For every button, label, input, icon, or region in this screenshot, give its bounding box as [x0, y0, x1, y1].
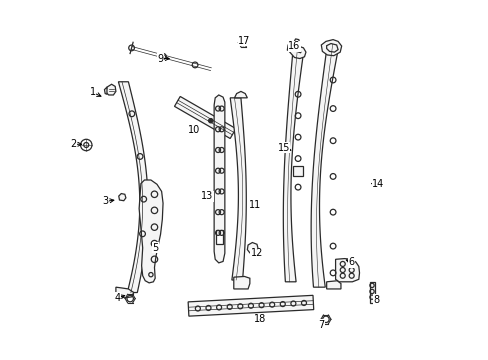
Text: 13: 13 [201, 191, 213, 201]
Polygon shape [326, 44, 337, 52]
Text: 3: 3 [102, 197, 108, 206]
Circle shape [208, 118, 212, 123]
Text: 6: 6 [348, 257, 354, 267]
Text: 4: 4 [114, 293, 121, 303]
Text: 5: 5 [152, 243, 158, 253]
Polygon shape [247, 243, 258, 253]
Polygon shape [216, 230, 223, 244]
Text: 18: 18 [254, 314, 266, 324]
Polygon shape [287, 42, 300, 52]
Polygon shape [230, 98, 246, 280]
Polygon shape [116, 287, 134, 298]
Polygon shape [369, 282, 374, 303]
Polygon shape [321, 40, 341, 56]
Text: 17: 17 [238, 36, 250, 46]
Polygon shape [139, 180, 163, 283]
Polygon shape [188, 295, 313, 316]
Text: 11: 11 [248, 200, 261, 210]
Polygon shape [326, 281, 340, 289]
Polygon shape [214, 95, 224, 263]
Polygon shape [293, 166, 302, 176]
Polygon shape [234, 91, 247, 98]
Text: 16: 16 [288, 41, 300, 51]
Text: 12: 12 [250, 248, 263, 258]
Polygon shape [288, 46, 305, 59]
Polygon shape [283, 53, 303, 282]
Text: 9: 9 [157, 54, 163, 64]
Text: 14: 14 [371, 179, 384, 189]
Text: 2: 2 [70, 139, 77, 149]
Text: 10: 10 [188, 125, 200, 135]
Polygon shape [130, 42, 133, 54]
Polygon shape [104, 87, 107, 94]
Polygon shape [119, 194, 125, 201]
Polygon shape [174, 96, 235, 139]
Text: 8: 8 [373, 295, 379, 305]
Polygon shape [106, 84, 116, 95]
Text: 15: 15 [277, 143, 289, 153]
Polygon shape [118, 82, 148, 293]
Text: 7: 7 [318, 320, 324, 330]
Polygon shape [293, 39, 299, 44]
Polygon shape [233, 276, 249, 289]
Polygon shape [310, 44, 339, 287]
Polygon shape [335, 258, 359, 282]
Text: 1: 1 [89, 87, 96, 98]
Polygon shape [293, 49, 300, 53]
